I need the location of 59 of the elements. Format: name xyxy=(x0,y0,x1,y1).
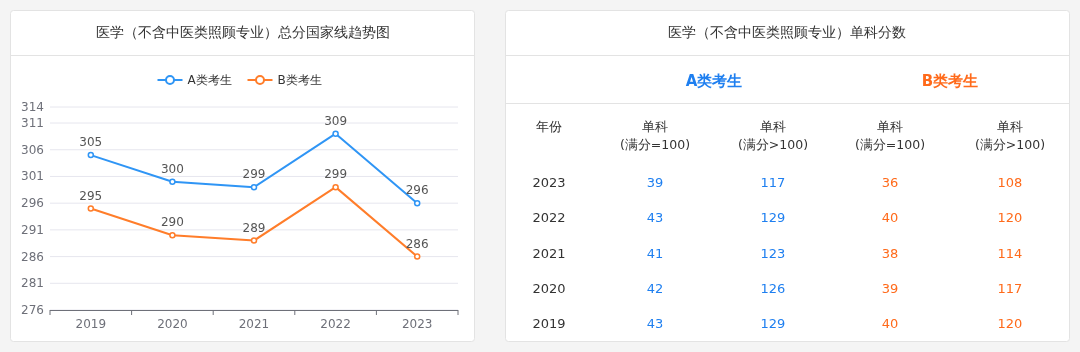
data-label: 129 xyxy=(760,210,786,225)
x-tick-label: 2022 xyxy=(320,317,351,331)
y-tick-label: 306 xyxy=(21,142,44,157)
y-tick-label: 281 xyxy=(21,276,44,291)
chart-title: 医学（不含中医类照顾专业）单科分数 xyxy=(668,24,906,40)
x-tick-label: 2023 xyxy=(401,317,433,331)
data-label: 38 xyxy=(881,246,899,261)
x-tick-label: 2021 xyxy=(238,317,270,331)
data-label: 117 xyxy=(760,175,786,190)
data-label: 126 xyxy=(760,281,786,296)
data-label: 43 xyxy=(646,210,664,225)
legend-label: B类考生 xyxy=(277,73,322,87)
data-label: 43 xyxy=(646,316,664,331)
data-label: 42 xyxy=(646,281,664,296)
data-label: 40 xyxy=(881,316,899,331)
data-label: 117 xyxy=(997,281,1023,296)
data-label: 289 xyxy=(242,220,266,235)
data-label: 299 xyxy=(324,167,348,182)
chart-title: 医学（不含中医类照顾专业）总分国家线趋势图 xyxy=(95,24,390,40)
x-tick-label: 单科 (满分=100) xyxy=(619,119,691,152)
data-label: 36 xyxy=(881,175,899,190)
data-label: 300 xyxy=(160,161,184,176)
y-tick-label: 311 xyxy=(21,116,44,131)
data-label: 120 xyxy=(997,210,1023,225)
y-tick-label: 286 xyxy=(21,249,44,264)
y-tick-label: 301 xyxy=(21,169,44,184)
x-tick-label: 单科 (满分>100) xyxy=(737,119,809,152)
data-label: 309 xyxy=(324,113,348,128)
data-label: 290 xyxy=(160,215,184,230)
data-label: 295 xyxy=(79,188,103,203)
data-label: 41 xyxy=(646,246,664,261)
data-label: 286 xyxy=(405,236,429,251)
data-label: 108 xyxy=(997,175,1023,190)
data-label: 40 xyxy=(881,210,899,225)
data-label: 39 xyxy=(646,175,664,190)
x-tick-label: 2020 xyxy=(157,317,188,331)
y-tick-label: 296 xyxy=(21,196,44,211)
data-label: 39 xyxy=(881,281,899,296)
data-label: 123 xyxy=(760,246,786,261)
data-label: 129 xyxy=(760,316,786,331)
y-tick-label: 2020 xyxy=(532,281,566,296)
chart-subtitle: A类考生 xyxy=(685,72,743,90)
x-tick-label: 单科 (满分>100) xyxy=(974,119,1046,152)
y-tick-label: 2023 xyxy=(532,175,566,190)
y-tick-label: 276 xyxy=(21,303,44,317)
y-tick-label: 2021 xyxy=(532,246,566,261)
data-label: 120 xyxy=(997,316,1023,331)
y-axis-title: 年份 xyxy=(536,119,562,134)
y-tick-label: 314 xyxy=(21,100,44,114)
data-label: 296 xyxy=(405,183,429,198)
x-tick-label: 单科 (满分=100) xyxy=(854,119,926,152)
legend-label: A类考生 xyxy=(187,73,232,87)
y-tick-label: 2022 xyxy=(532,210,566,225)
chart-subtitle: B类考生 xyxy=(921,72,979,90)
data-label: 114 xyxy=(997,246,1023,261)
data-label: 305 xyxy=(79,135,103,150)
data-label: 299 xyxy=(242,167,266,182)
x-tick-label: 2019 xyxy=(75,317,107,331)
y-tick-label: 291 xyxy=(21,222,44,237)
